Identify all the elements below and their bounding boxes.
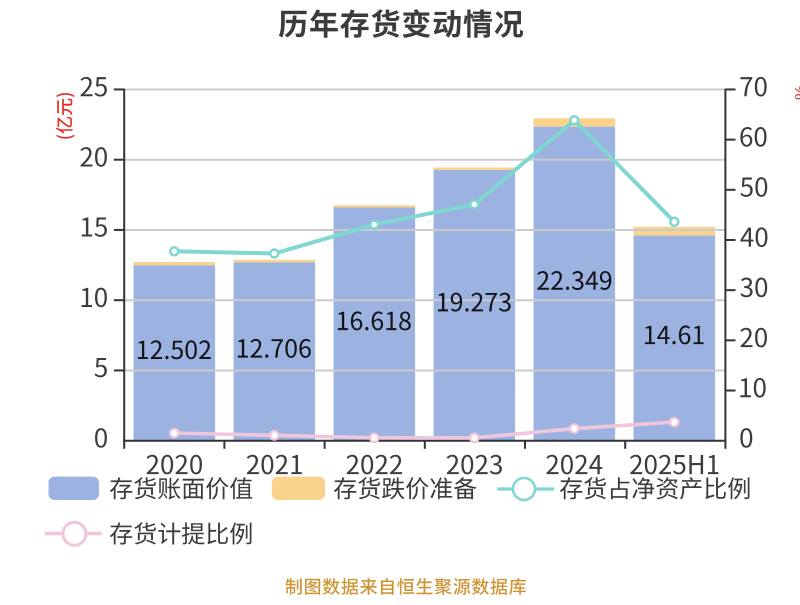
svg-text:%: % [792, 85, 800, 100]
